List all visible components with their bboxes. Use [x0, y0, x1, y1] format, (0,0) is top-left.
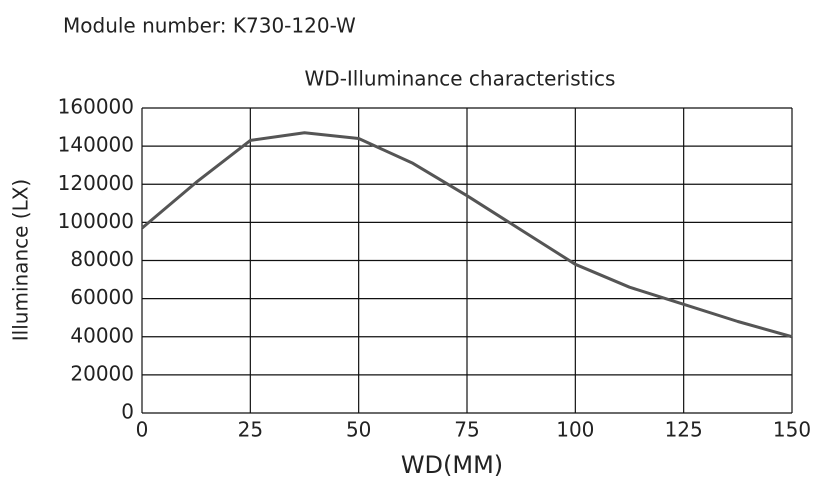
data-line: [141, 131, 793, 339]
x-tick-label: 100: [556, 418, 594, 442]
y-tick-label: 0: [121, 400, 134, 424]
y-axis-label: Illuminance (LX): [9, 179, 33, 341]
x-axis-label: WD(MM): [401, 451, 503, 479]
y-tick-label: 120000: [58, 171, 134, 195]
y-tick-label: 140000: [58, 133, 134, 157]
chart-title: WD-Illuminance characteristics: [305, 67, 616, 91]
y-tick-label: 60000: [70, 285, 134, 309]
y-tick-label: 40000: [70, 323, 134, 347]
y-tick-label: 80000: [70, 247, 134, 271]
x-tick-label: 25: [238, 418, 263, 442]
y-tick-label: 100000: [58, 209, 134, 233]
y-tick-label: 160000: [58, 95, 134, 119]
y-tick-label: 20000: [70, 361, 134, 385]
x-tick-label: 75: [454, 418, 479, 442]
x-tick-label: 50: [346, 418, 371, 442]
x-tick-label: 125: [665, 418, 703, 442]
module-number: Module number: K730-120-W: [63, 14, 356, 38]
x-tick-label: 0: [136, 418, 149, 442]
x-tick-label: 150: [773, 418, 811, 442]
